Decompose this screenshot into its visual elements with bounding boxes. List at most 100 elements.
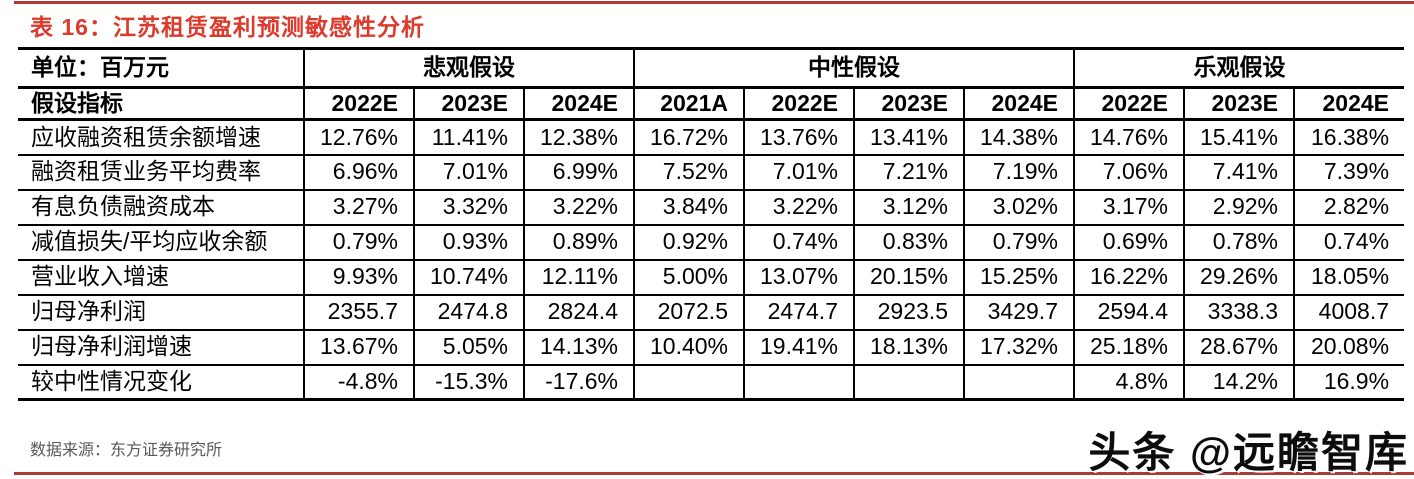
value-cell: 0.93% [413,224,524,261]
value-cell: 14.13% [523,329,634,366]
value-cell: 3.17% [1073,189,1184,226]
value-cell: 13.07% [743,259,854,296]
toutiao-watermark: 头条 @远瞻智库 [1088,429,1409,476]
table-row: 较中性情况变化 -4.8% -15.3% -17.6% 4.8% 14.2% 16.9% [18,364,1405,401]
value-cell: 29.26% [1183,259,1294,296]
value-cell: 7.06% [1073,154,1184,191]
value-cell: 12.38% [523,119,634,156]
value-cell: 7.39% [1292,154,1405,191]
value-cell: -17.6% [523,364,634,401]
row-label: 归母净利润 [18,294,304,331]
row-label: 有息负债融资成本 [18,189,304,226]
value-cell: 0.89% [523,224,634,261]
year-header-cell: 2024E [963,87,1074,121]
value-cell: 7.01% [413,154,524,191]
row-label: 较中性情况变化 [18,364,304,401]
value-cell: 25.18% [1073,329,1184,366]
row-label: 应收融资租赁余额增速 [18,119,304,156]
value-cell [743,364,854,401]
table-row: 减值损失/平均应收余额 0.79% 0.93% 0.89% 0.92% 0.74% 0.83… [18,224,1405,261]
value-cell: 0.92% [633,224,744,261]
value-cell: 13.76% [743,119,854,156]
value-cell [963,364,1074,401]
row-label: 营业收入增速 [18,259,304,296]
year-header-cell: 2022E [303,87,414,121]
value-cell: 13.67% [303,329,414,366]
value-cell: 2594.4 [1073,294,1184,331]
value-cell: 0.74% [743,224,854,261]
value-cell: 2355.7 [303,294,414,331]
table-row: 营业收入增速 9.93% 10.74% 12.11% 5.00% 13.07% 20.15%… [18,259,1405,296]
row-label: 减值损失/平均应收余额 [18,224,304,261]
value-cell: 0.83% [853,224,964,261]
value-cell: 3.84% [633,189,744,226]
scenario-group-header: 乐观假设 [1072,48,1405,89]
value-cell: 15.25% [963,259,1074,296]
year-header-cell: 2024E [1292,87,1405,121]
table-row: 应收融资租赁余额增速 12.76% 11.41% 12.38% 16.72% 13.76%… [18,119,1405,156]
table-row: 融资租赁业务平均费率 6.96% 7.01% 6.99% 7.52% 7.01% 7.21%… [18,154,1405,191]
row-label: 归母净利润增速 [18,329,304,366]
table-row: 有息负债融资成本 3.27% 3.32% 3.22% 3.84% 3.22% 3.12% 3.… [18,189,1405,226]
value-cell: -4.8% [303,364,414,401]
value-cell: 5.05% [413,329,524,366]
group-header-row: 单位：百万元 悲观假设 中性假设 乐观假设 [18,48,1405,89]
year-header-cell: 2023E [1183,87,1294,121]
scenario-group-header: 悲观假设 [303,48,634,89]
value-cell: 7.52% [633,154,744,191]
value-cell: 0.69% [1073,224,1184,261]
value-cell: 20.15% [853,259,964,296]
value-cell: 14.76% [1073,119,1184,156]
value-cell: 5.00% [633,259,744,296]
value-cell: 16.9% [1292,364,1405,401]
value-cell: 2474.7 [743,294,854,331]
value-cell: 2474.8 [413,294,524,331]
value-cell: 0.79% [303,224,414,261]
value-cell: 0.74% [1292,224,1405,261]
value-cell: 14.38% [963,119,1074,156]
value-cell: 10.40% [633,329,744,366]
value-cell: 4.8% [1073,364,1184,401]
value-cell: 28.67% [1183,329,1294,366]
value-cell [853,364,964,401]
value-cell: 2923.5 [853,294,964,331]
row-label: 融资租赁业务平均费率 [18,154,304,191]
value-cell: 0.79% [963,224,1074,261]
value-cell: 10.74% [413,259,524,296]
value-cell: 14.2% [1183,364,1294,401]
value-cell: 2824.4 [523,294,634,331]
year-header-cell: 2021A [633,87,744,121]
year-header-row: 假设指标 2022E 2023E 2024E 2021A 2022E 2023E 2024E 2… [18,87,1405,121]
value-cell: 4008.7 [1292,294,1405,331]
value-cell: 3.22% [743,189,854,226]
year-header-cell: 2022E [743,87,854,121]
table-row: 归母净利润增速 13.67% 5.05% 14.13% 10.40% 19.41% 18.1… [18,329,1405,366]
value-cell: 2.92% [1183,189,1294,226]
indicator-label-cell: 假设指标 [18,87,304,121]
table-body: 单位：百万元 悲观假设 中性假设 乐观假设 假设指标 2022E 2023E 2024E 202… [18,48,1405,401]
value-cell: 6.99% [523,154,634,191]
value-cell: 3.32% [413,189,524,226]
value-cell: 9.93% [303,259,414,296]
table-row: 归母净利润 2355.7 2474.8 2824.4 2072.5 2474.7 2923.… [18,294,1405,331]
value-cell: 3429.7 [963,294,1074,331]
year-header-cell: 2023E [853,87,964,121]
value-cell: 3.02% [963,189,1074,226]
unit-label-cell: 单位：百万元 [18,48,304,89]
value-cell [633,364,744,401]
value-cell: 7.21% [853,154,964,191]
value-cell: 19.41% [743,329,854,366]
data-source-note: 数据来源：东方证券研究所 [30,442,223,459]
value-cell: 18.13% [853,329,964,366]
scenario-group-header: 中性假设 [633,48,1074,89]
value-cell: 16.72% [633,119,744,156]
value-cell: 3.12% [853,189,964,226]
value-cell: 7.19% [963,154,1074,191]
bottom-red-rule [14,472,1414,475]
value-cell: 13.41% [853,119,964,156]
value-cell: 15.41% [1183,119,1294,156]
value-cell: 18.05% [1292,259,1405,296]
sensitivity-table: 单位：百万元 悲观假设 中性假设 乐观假设 假设指标 2022E 2023E 2024E 202… [18,47,1405,401]
value-cell: 0.78% [1183,224,1294,261]
value-cell: 7.41% [1183,154,1294,191]
